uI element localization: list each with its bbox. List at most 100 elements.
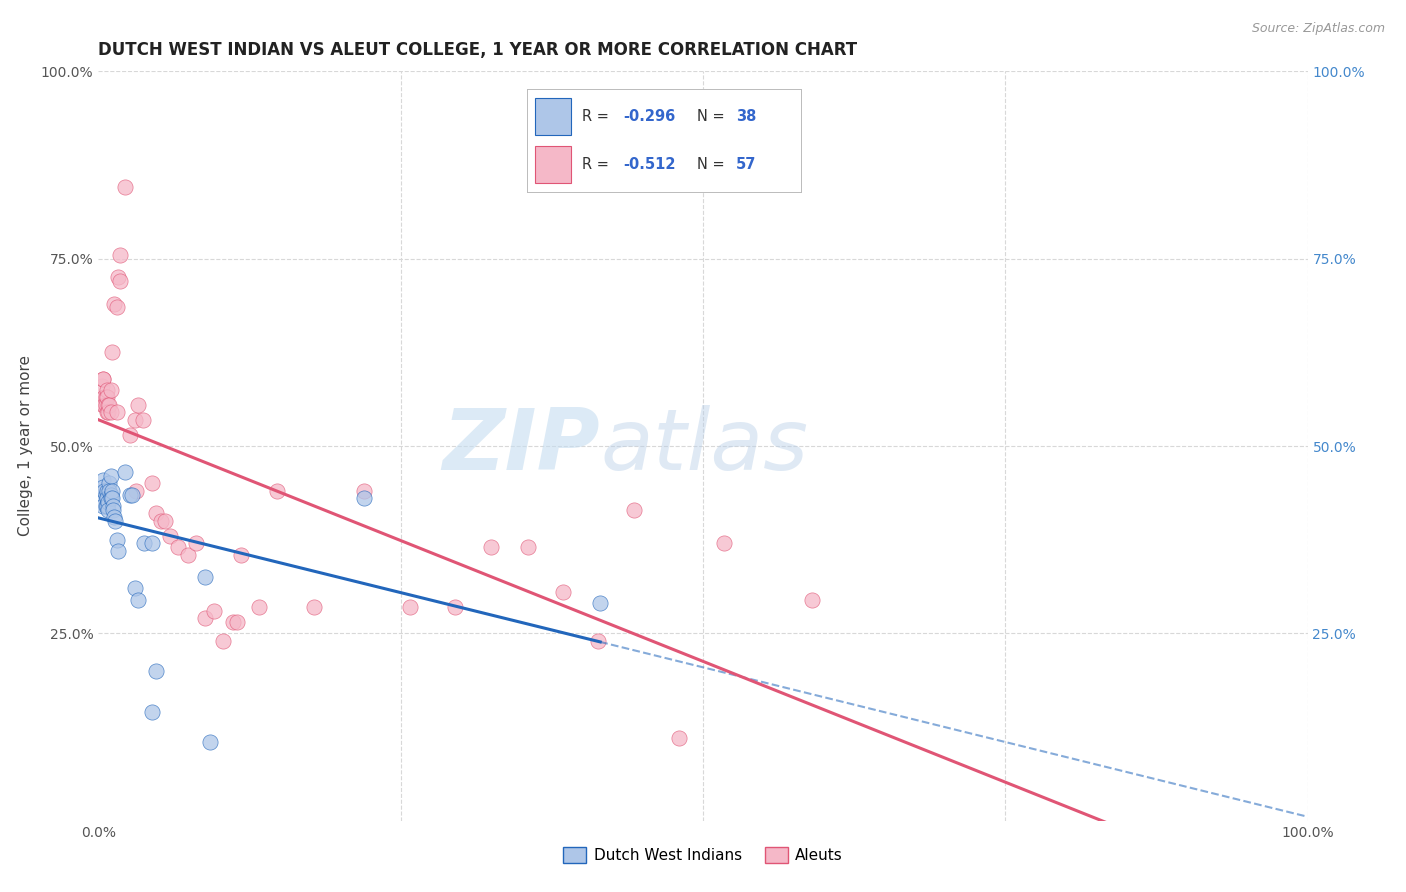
- Point: [105, 533, 128, 547]
- Point: [98, 483, 121, 498]
- Point: [91, 473, 114, 487]
- Point: [247, 600, 270, 615]
- Point: [91, 371, 114, 385]
- Point: [97, 502, 120, 516]
- Point: [93, 483, 115, 498]
- Point: [586, 633, 609, 648]
- Point: [93, 398, 115, 412]
- Point: [713, 536, 735, 550]
- Point: [150, 514, 173, 528]
- Point: [124, 413, 146, 427]
- Point: [93, 390, 115, 404]
- Point: [107, 544, 129, 558]
- Point: [204, 604, 226, 618]
- FancyBboxPatch shape: [536, 145, 571, 183]
- Point: [94, 499, 117, 513]
- Point: [98, 476, 121, 491]
- Point: [91, 499, 114, 513]
- Point: [127, 398, 149, 412]
- Point: [194, 570, 217, 584]
- Point: [481, 540, 503, 554]
- Text: N =: N =: [697, 157, 730, 171]
- Point: [121, 488, 143, 502]
- Point: [96, 499, 118, 513]
- Point: [101, 499, 124, 513]
- Point: [100, 345, 122, 359]
- Text: R =: R =: [582, 110, 613, 124]
- Point: [94, 488, 117, 502]
- Point: [141, 476, 163, 491]
- Point: [399, 600, 422, 615]
- Point: [153, 514, 176, 528]
- Point: [444, 600, 467, 615]
- Point: [516, 540, 538, 554]
- Legend: Dutch West Indians, Aleuts: Dutch West Indians, Aleuts: [557, 841, 849, 869]
- Point: [177, 548, 200, 562]
- Point: [97, 495, 120, 509]
- Point: [96, 483, 118, 498]
- Point: [100, 405, 122, 419]
- Point: [100, 383, 122, 397]
- Point: [114, 465, 136, 479]
- Point: [118, 427, 141, 442]
- Point: [118, 488, 141, 502]
- Point: [159, 529, 181, 543]
- Point: [91, 488, 114, 502]
- Point: [124, 582, 146, 596]
- Point: [221, 615, 243, 629]
- Point: [141, 705, 163, 719]
- Point: [96, 405, 118, 419]
- Text: ZIP: ZIP: [443, 404, 600, 488]
- Point: [668, 731, 690, 746]
- Point: [96, 383, 118, 397]
- Point: [589, 596, 612, 610]
- Point: [114, 180, 136, 194]
- Point: [551, 585, 574, 599]
- Point: [104, 514, 127, 528]
- Point: [198, 735, 221, 749]
- Text: 57: 57: [735, 157, 756, 171]
- Point: [108, 274, 131, 288]
- Point: [103, 296, 125, 310]
- Point: [91, 371, 114, 385]
- Point: [97, 405, 120, 419]
- Point: [141, 536, 163, 550]
- Point: [107, 270, 129, 285]
- Point: [98, 398, 121, 412]
- Text: Source: ZipAtlas.com: Source: ZipAtlas.com: [1251, 22, 1385, 36]
- Point: [134, 536, 156, 550]
- Point: [226, 615, 249, 629]
- Point: [302, 600, 325, 615]
- Point: [145, 664, 167, 678]
- Point: [800, 592, 823, 607]
- Point: [127, 592, 149, 607]
- Point: [97, 398, 120, 412]
- Point: [91, 379, 114, 393]
- Point: [145, 507, 167, 521]
- Point: [229, 548, 252, 562]
- Point: [623, 502, 645, 516]
- Point: [103, 510, 125, 524]
- Text: 38: 38: [735, 110, 756, 124]
- Text: N =: N =: [697, 110, 730, 124]
- Point: [94, 398, 117, 412]
- Text: -0.296: -0.296: [623, 110, 675, 124]
- Point: [105, 405, 128, 419]
- Point: [100, 469, 122, 483]
- Point: [167, 540, 190, 554]
- Point: [186, 536, 208, 550]
- Point: [132, 413, 155, 427]
- Text: R =: R =: [582, 157, 613, 171]
- Point: [101, 502, 124, 516]
- Point: [100, 488, 122, 502]
- Point: [100, 491, 122, 506]
- Point: [108, 248, 131, 262]
- Y-axis label: College, 1 year or more: College, 1 year or more: [18, 356, 32, 536]
- Point: [125, 483, 148, 498]
- Point: [194, 611, 217, 625]
- Point: [353, 483, 375, 498]
- Point: [266, 483, 288, 498]
- Text: -0.512: -0.512: [623, 157, 676, 171]
- FancyBboxPatch shape: [536, 98, 571, 136]
- Point: [212, 633, 235, 648]
